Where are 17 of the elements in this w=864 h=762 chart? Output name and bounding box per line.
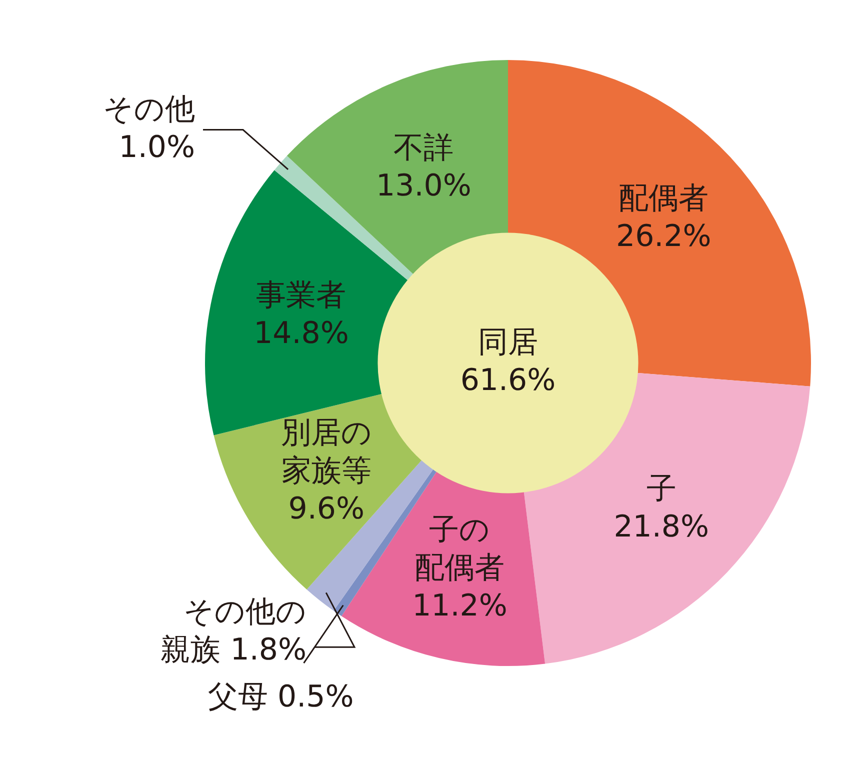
slice-label: 配偶者 [618, 181, 709, 216]
slice-label: 不詳 [394, 130, 454, 166]
slice-label: 別居の家族等 [280, 416, 372, 489]
data-label: 26.2% [616, 219, 712, 254]
data-label: 14.8% [254, 316, 349, 351]
data-label: 1.0% [118, 130, 196, 165]
slice-label: その他の親族 1.8% [160, 594, 306, 668]
slice-label: 父母 0.5% [208, 679, 354, 714]
data-label: 21.8% [614, 510, 710, 545]
data-label: 11.2% [412, 588, 508, 624]
slice-label: 子の配偶者 [414, 512, 505, 586]
slice-label: 子 [646, 472, 676, 507]
slice-label: その他 [103, 92, 196, 127]
text: 同居 61.6% [460, 325, 556, 398]
data-label: 9.6% [288, 492, 364, 527]
data-label: 13.0% [376, 168, 472, 204]
slice-label: 事業者 [256, 278, 346, 313]
